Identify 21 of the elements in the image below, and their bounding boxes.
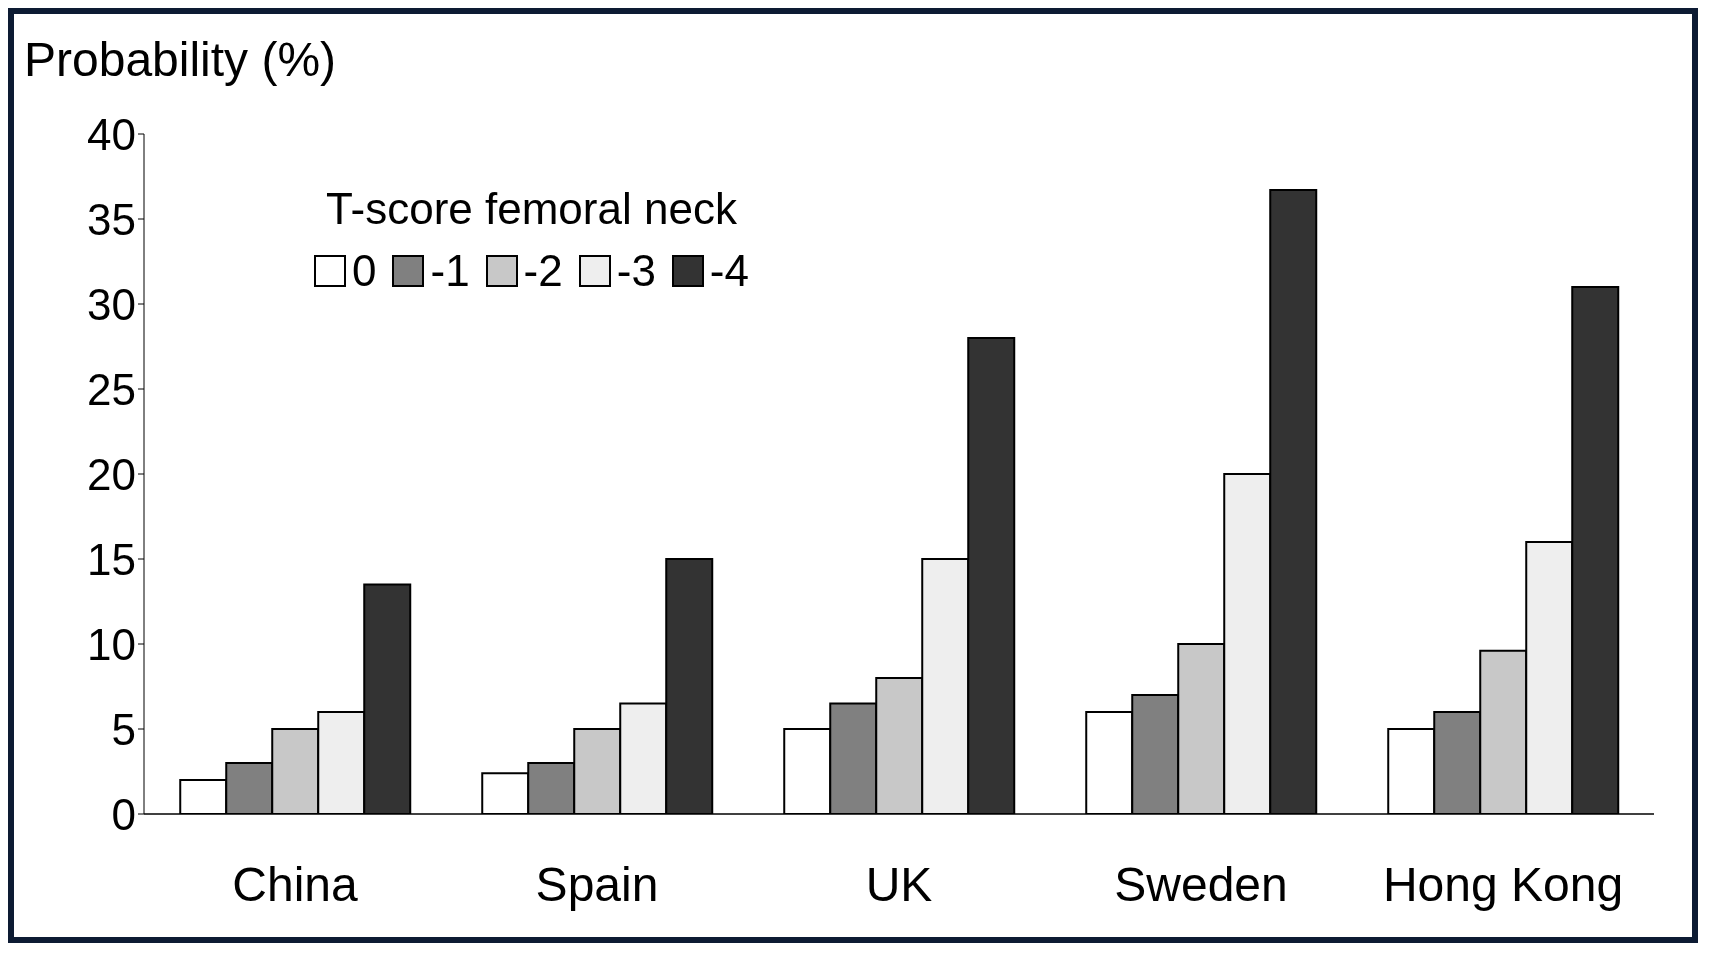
legend-label: -3 xyxy=(615,246,656,296)
y-tick-label: 20 xyxy=(87,449,136,499)
y-tick-label: 30 xyxy=(87,279,136,329)
legend-label: -1 xyxy=(429,246,470,296)
legend-label: 0 xyxy=(351,246,377,296)
legend-label: -2 xyxy=(522,246,563,296)
x-tick-label: Spain xyxy=(535,858,659,912)
x-tick-label: China xyxy=(232,858,359,912)
y-tick-label: 15 xyxy=(87,534,136,584)
legend-title: T-score femoral neck xyxy=(325,184,738,234)
x-tick-label: Hong Kong xyxy=(1382,858,1624,912)
y-tick-label: 25 xyxy=(87,364,136,414)
y-tick-label: 0 xyxy=(111,789,136,839)
y-tick-label: 35 xyxy=(87,194,136,244)
y-tick-label: 5 xyxy=(111,704,136,754)
y-tick-label: 40 xyxy=(87,109,136,159)
x-tick-label: UK xyxy=(865,858,933,912)
legend-label: -4 xyxy=(708,246,749,296)
y-axis-title: Probability (%) xyxy=(24,32,337,87)
x-tick-label: Sweden xyxy=(1114,858,1288,912)
y-tick-label: 10 xyxy=(87,619,136,669)
